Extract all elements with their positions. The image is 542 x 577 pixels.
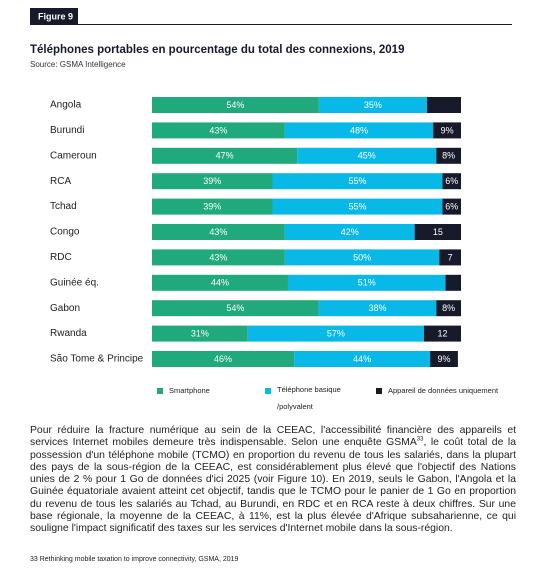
value-label: 54% xyxy=(226,100,244,110)
paragraph-text: , le coût total de la possession d'un té… xyxy=(30,437,516,535)
value-label: 39% xyxy=(203,176,221,186)
value-label: 43% xyxy=(209,252,227,262)
legend-item: Appareil de données uniquement xyxy=(376,386,516,395)
bar-segment xyxy=(272,173,443,190)
bar-segment xyxy=(318,300,437,317)
value-label: 42% xyxy=(341,227,359,237)
bar-segment xyxy=(284,224,415,240)
bar-segment xyxy=(439,249,461,266)
bar-segment xyxy=(152,249,285,266)
legend-label: Téléphone basique /polyvalent xyxy=(277,385,341,411)
value-label: 6% xyxy=(445,176,458,186)
bar-segment xyxy=(152,224,285,240)
value-label: 55% xyxy=(348,176,366,186)
legend-label: Smartphone xyxy=(169,386,210,395)
category-label: Angola xyxy=(50,100,82,111)
legend-label: Appareil de données uniquement xyxy=(388,386,499,395)
value-label: 55% xyxy=(348,201,366,211)
value-label: 51% xyxy=(358,278,376,288)
bar-segment xyxy=(442,198,461,215)
bar-segment xyxy=(423,325,461,342)
category-label: Tchad xyxy=(50,201,77,212)
bar-segment xyxy=(433,122,461,139)
bar-segment xyxy=(152,122,285,139)
bar-segment xyxy=(436,147,461,164)
legend-item: Téléphone basique /polyvalent xyxy=(265,385,360,415)
chart-title: Téléphones portables en pourcentage du t… xyxy=(30,44,404,56)
category-label: Guinée éq. xyxy=(50,277,99,288)
bar-segment xyxy=(152,97,319,113)
bar-segment xyxy=(152,325,248,342)
figure-label-bg xyxy=(30,8,78,25)
bar-segment xyxy=(284,122,434,139)
bar-segment xyxy=(152,351,295,367)
value-label: 39% xyxy=(203,201,221,211)
bar-segment xyxy=(318,97,428,113)
category-label: Gabon xyxy=(50,303,80,314)
body-text: Pour réduire la fracture numérique au se… xyxy=(30,425,516,536)
category-label: RDC xyxy=(50,252,72,263)
bar-segment xyxy=(152,300,319,317)
chart-subtitle: Source: GSMA Intelligence xyxy=(30,60,126,69)
bar-segment xyxy=(284,249,440,266)
bar-segment xyxy=(152,274,288,291)
legend-item: Smartphone xyxy=(157,386,247,395)
bar-segment xyxy=(297,147,437,164)
bar-segment xyxy=(427,97,461,113)
value-label: 48% xyxy=(350,125,368,135)
value-label: 8% xyxy=(442,151,455,161)
value-label: 44% xyxy=(353,354,371,364)
value-label: 7 xyxy=(448,252,453,262)
bar-segment xyxy=(247,325,424,342)
value-label: 46% xyxy=(214,354,232,364)
bar-segment xyxy=(445,274,461,291)
value-label: 8% xyxy=(442,303,455,313)
paragraph-text: Pour réduire la fracture numérique au se… xyxy=(30,425,516,449)
category-label: Rwanda xyxy=(50,328,87,339)
category-label: Cameroun xyxy=(50,150,97,161)
bar-segment xyxy=(436,300,461,317)
value-label: 9% xyxy=(437,354,450,364)
bar-segment xyxy=(152,198,273,215)
bar-segment xyxy=(287,274,446,291)
legend-swatch xyxy=(265,388,271,394)
value-label: 31% xyxy=(191,328,209,338)
value-label: 54% xyxy=(226,303,244,313)
value-label: 50% xyxy=(353,252,371,262)
bar-segment xyxy=(430,351,458,367)
bar-segment xyxy=(152,147,298,164)
figure-label: Figure 9 xyxy=(38,11,73,21)
bar-segment xyxy=(442,173,461,190)
value-label: 15 xyxy=(433,227,443,237)
value-label: 35% xyxy=(364,100,382,110)
category-label: RCA xyxy=(50,176,71,187)
bar-segment xyxy=(414,224,461,240)
value-label: 43% xyxy=(209,227,227,237)
value-label: 38% xyxy=(369,303,387,313)
category-label: São Tome & Principe xyxy=(50,354,144,365)
value-label: 43% xyxy=(209,125,227,135)
value-label: 45% xyxy=(358,151,376,161)
legend-swatch xyxy=(157,388,163,394)
category-label: Burundi xyxy=(50,125,84,136)
category-label: Congo xyxy=(50,227,80,238)
legend-swatch xyxy=(376,388,382,394)
chart: Figure 9 Téléphones portables en pourcen… xyxy=(30,8,512,367)
footer: 33 Rethinking mobile taxation to improve… xyxy=(30,556,239,563)
bar-segment xyxy=(294,351,431,367)
value-label: 47% xyxy=(216,151,234,161)
bar-segment xyxy=(152,173,273,190)
value-label: 57% xyxy=(327,328,345,338)
value-label: 6% xyxy=(445,201,458,211)
bar-segment xyxy=(272,198,443,215)
value-label: 44% xyxy=(211,278,229,288)
value-label: 9% xyxy=(441,125,454,135)
value-label: 12 xyxy=(437,328,447,338)
footnote-ref: 33 xyxy=(416,436,424,443)
